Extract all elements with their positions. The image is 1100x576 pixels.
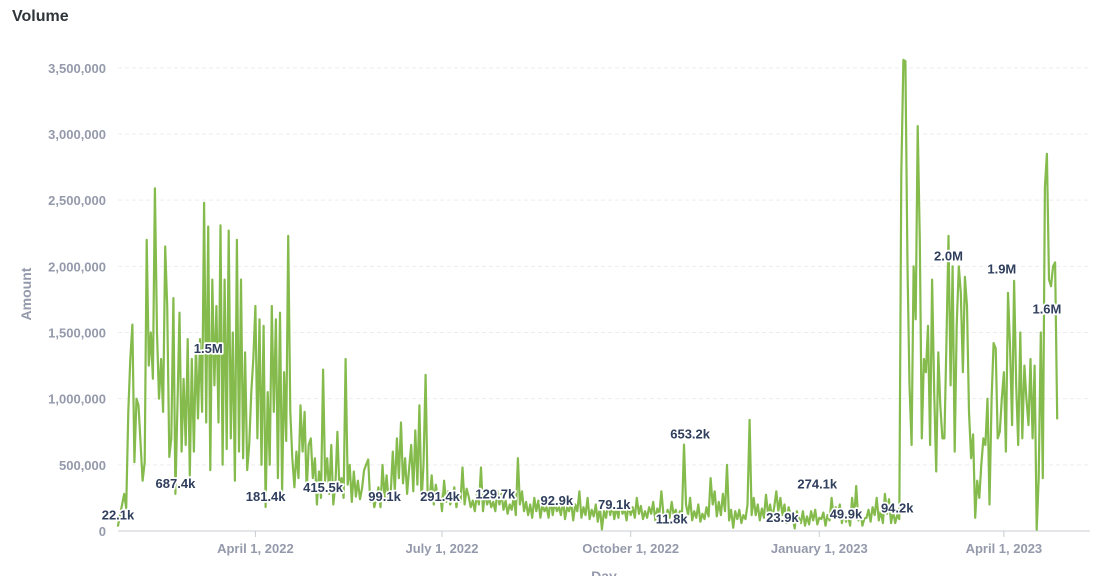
data-label-halo: 415.5k	[303, 480, 344, 495]
data-label: 99.1k	[368, 489, 401, 504]
data-label-halo: 2.0M	[934, 248, 963, 263]
x-axis-title: Day	[591, 568, 617, 576]
series-lines	[116, 58, 1059, 531]
data-label: 1.9M	[987, 262, 1016, 277]
data-label-halo: 49.9k	[830, 506, 863, 521]
data-label-halo: 11.8k	[656, 511, 689, 526]
chart-title: Volume	[12, 8, 69, 25]
y-tick-label: 2,000,000	[48, 259, 106, 274]
data-label: 22.1k	[102, 508, 135, 523]
data-label-halo: 79.1k	[598, 497, 631, 512]
data-label-halo: 1.9M	[987, 262, 1016, 277]
data-label: 687.4k	[156, 476, 197, 491]
y-tick-label: 0	[99, 524, 106, 539]
data-label-halo: 274.1k	[797, 477, 838, 492]
y-tick-label: 1,500,000	[48, 326, 106, 341]
data-label-halo: 291.4k	[420, 489, 461, 504]
data-label-halo: 1.6M	[1032, 301, 1061, 316]
data-label-halo: 22.1k	[102, 508, 135, 523]
data-labels: 22.1k22.1k687.4k687.4k1.5M1.5M181.4k181.…	[100, 247, 1063, 529]
data-label: 2.0M	[934, 248, 963, 263]
x-tick-label: October 1, 2022	[582, 541, 679, 556]
data-label: 181.4k	[246, 489, 287, 504]
data-label: 94.2k	[881, 501, 914, 516]
y-tick-label: 3,000,000	[48, 127, 106, 142]
data-label: 291.4k	[420, 489, 461, 504]
data-label-halo: 129.7k	[475, 487, 516, 502]
data-label-halo: 1.5M	[194, 341, 223, 356]
data-label: 49.9k	[830, 506, 863, 521]
data-label: 129.7k	[475, 487, 516, 502]
data-label-halo: 99.1k	[368, 489, 401, 504]
data-label-halo: 92.9k	[541, 493, 574, 508]
data-label: 653.2k	[670, 427, 711, 442]
x-axis: April 1, 2022 July 1, 2022 October 1, 2022…	[118, 530, 1090, 556]
x-tick-label: April 1, 2023	[966, 541, 1043, 556]
y-tick-label: 2,500,000	[48, 193, 106, 208]
data-label: 1.5M	[194, 341, 223, 356]
y-tick-label: 3,500,000	[48, 61, 106, 76]
data-label: 415.5k	[303, 480, 344, 495]
y-tick-label: 1,000,000	[48, 392, 106, 407]
series-line	[116, 58, 1059, 531]
data-label: 1.6M	[1032, 301, 1061, 316]
data-label-halo: 94.2k	[881, 501, 914, 516]
data-label-halo: 181.4k	[246, 489, 287, 504]
x-tick-label: July 1, 2022	[406, 541, 479, 556]
y-axis-title: Amount	[18, 267, 34, 320]
data-label: 23.9k	[766, 510, 799, 525]
data-label-halo: 23.9k	[766, 510, 799, 525]
x-tick-label: April 1, 2022	[217, 541, 294, 556]
data-label: 274.1k	[797, 477, 838, 492]
x-tick-label: January 1, 2023	[771, 541, 868, 556]
data-label-halo: 687.4k	[156, 476, 197, 491]
data-label: 79.1k	[598, 497, 631, 512]
y-tick-label: 500,000	[59, 458, 106, 473]
data-label: 92.9k	[541, 493, 574, 508]
data-label: 11.8k	[656, 511, 689, 526]
y-axis: 0 500,000 1,000,000 1,500,000 2,000,000 2,500…	[48, 61, 106, 539]
data-label-halo: 653.2k	[670, 427, 711, 442]
